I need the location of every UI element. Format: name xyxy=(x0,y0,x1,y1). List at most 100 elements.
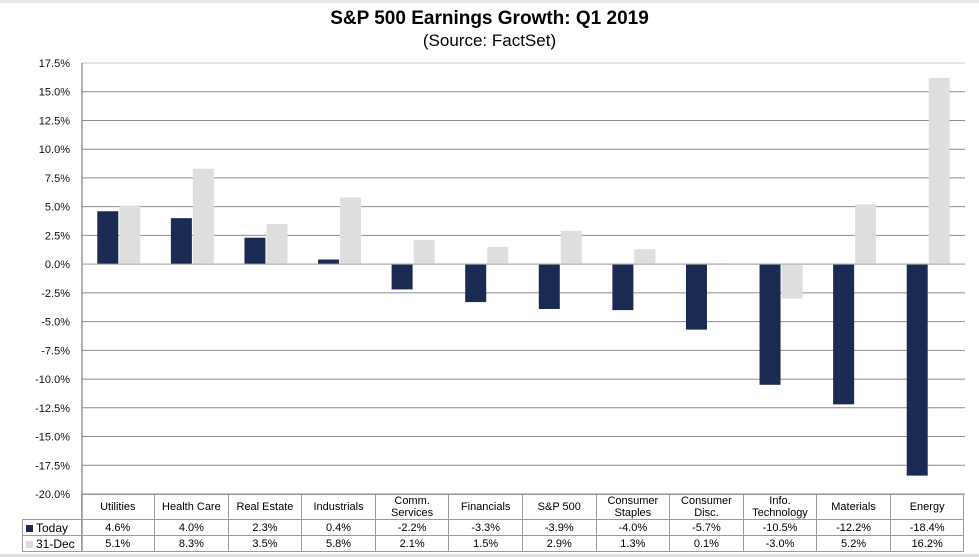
category-label: S&P 500 xyxy=(521,494,597,520)
bar-today xyxy=(538,264,560,309)
y-tick-label: 10.0% xyxy=(39,144,70,156)
bar-today xyxy=(906,264,928,476)
legend-label-31-dec: 31-Dec xyxy=(36,536,75,551)
category-label-line: Comm. xyxy=(394,495,430,507)
series-row-31-dec: 31-Dec 5.1% 8.3% 3.5% 5.8% 2.1% 1.5% 2.9% 1.3% 0… xyxy=(22,535,965,552)
bar-today xyxy=(244,237,266,265)
category-label-line: Info. xyxy=(769,495,791,507)
bar-31-dec xyxy=(487,246,509,265)
legend-today: Today xyxy=(22,519,82,536)
category-label-line: Materials xyxy=(831,501,876,513)
bar-31-dec xyxy=(560,230,582,265)
y-tick-label: -15.0% xyxy=(35,432,70,444)
data-label-today: -18.4% xyxy=(889,519,965,536)
bar-today xyxy=(759,264,781,385)
gridlines xyxy=(82,62,965,495)
category-label-line: Disc. xyxy=(694,507,719,519)
category-label-line: Services xyxy=(391,507,434,519)
data-label-today: -5.7% xyxy=(669,519,744,536)
data-label-31-dec: 8.3% xyxy=(154,535,229,552)
data-label-31-dec: -3.0% xyxy=(742,535,818,552)
category-label: Financials xyxy=(448,494,523,520)
bar-31-dec xyxy=(266,223,288,265)
data-label-31-dec: 2.9% xyxy=(521,535,597,552)
data-label-today: -12.2% xyxy=(816,519,891,536)
category-label: Materials xyxy=(816,494,891,520)
bar-31-dec xyxy=(634,249,656,265)
data-table: Utilities Health Care Real Estate Industria… xyxy=(22,494,965,552)
legend-label-today: Today xyxy=(36,520,69,535)
data-label-today: 2.3% xyxy=(227,519,303,536)
y-tick-label: -2.5% xyxy=(41,288,70,300)
bar-today xyxy=(465,264,487,303)
category-label-line: Energy xyxy=(909,501,945,513)
bar-today xyxy=(170,218,192,265)
category-label-line: Consumer xyxy=(607,495,659,507)
category-label-line: Real Estate xyxy=(236,501,294,513)
legend-31-dec: 31-Dec xyxy=(22,535,82,552)
data-label-today: 0.4% xyxy=(301,519,376,536)
y-axis-ticks: 17.5% 15.0% 12.5% 10.0% 7.5% 5.0% 2.5% 0.0% -2.5… xyxy=(35,58,70,501)
bar-31-dec xyxy=(781,264,803,299)
y-tick-label: 7.5% xyxy=(45,173,70,185)
y-tick-label: -7.5% xyxy=(41,345,70,357)
data-label-31-dec: 5.1% xyxy=(80,535,156,552)
data-label-31-dec: 3.5% xyxy=(227,535,303,552)
bar-today xyxy=(97,211,119,265)
bar-today xyxy=(685,264,707,330)
legend-swatch-today xyxy=(26,524,33,532)
category-label: Utilities xyxy=(80,494,156,520)
category-label: Industrials xyxy=(301,494,376,520)
category-label-line: Utilities xyxy=(100,501,136,513)
chart-title: S&P 500 Earnings Growth: Q1 2019 xyxy=(330,8,649,29)
bar-31-dec xyxy=(119,205,141,265)
category-label: Comm. Services xyxy=(374,494,450,520)
bottom-border xyxy=(0,554,979,557)
bar-31-dec xyxy=(413,239,435,265)
category-label-line: Consumer xyxy=(681,495,732,507)
chart-subtitle: (Source: FactSet) xyxy=(422,31,557,50)
bar-today xyxy=(612,264,634,311)
bar-today xyxy=(318,259,340,265)
data-label-31-dec: 1.3% xyxy=(595,535,671,552)
bar-31-dec xyxy=(928,77,950,265)
data-label-31-dec: 2.1% xyxy=(374,535,450,552)
category-label-line: Financials xyxy=(460,501,511,513)
top-border xyxy=(0,0,979,3)
y-tick-label: 2.5% xyxy=(45,230,70,242)
data-label-today: -3.9% xyxy=(521,519,597,536)
category-label-line: Industrials xyxy=(313,501,364,513)
data-label-today: 4.6% xyxy=(80,519,156,536)
data-label-31-dec: 5.2% xyxy=(816,535,891,552)
data-label-31-dec: 16.2% xyxy=(889,535,965,552)
blank-corner-cell xyxy=(22,494,82,520)
y-tick-label: -5.0% xyxy=(41,317,70,329)
category-label-line: Staples xyxy=(614,507,652,519)
category-header-row: Utilities Health Care Real Estate Industria… xyxy=(22,494,965,520)
y-tick-label: -17.5% xyxy=(35,460,70,472)
bar-today xyxy=(391,264,413,290)
category-label: Real Estate xyxy=(227,494,303,520)
bar-31-dec xyxy=(707,262,729,265)
series-row-today: Today 4.6% 4.0% 2.3% 0.4% -2.2% -3.3% -3.9% -4.… xyxy=(22,519,965,536)
bar-31-dec xyxy=(192,168,214,265)
data-label-today: -3.3% xyxy=(448,519,523,536)
data-label-today: -10.5% xyxy=(742,519,818,536)
y-tick-label: 5.0% xyxy=(45,202,70,214)
data-label-today: -2.2% xyxy=(374,519,450,536)
data-label-31-dec: 0.1% xyxy=(669,535,744,552)
y-tick-label: 17.5% xyxy=(39,58,70,70)
bar-today xyxy=(833,264,855,405)
legend-swatch-31-dec xyxy=(26,540,33,548)
y-tick-label: 15.0% xyxy=(39,87,70,99)
bar-31-dec xyxy=(855,204,877,265)
y-tick-label: 12.5% xyxy=(39,115,70,127)
bar-31-dec xyxy=(340,197,362,265)
category-label-line: Health Care xyxy=(162,501,221,513)
data-label-today: -4.0% xyxy=(595,519,671,536)
category-label: Consumer Staples xyxy=(595,494,671,520)
data-label-31-dec: 5.8% xyxy=(301,535,376,552)
bars xyxy=(97,77,950,476)
category-label: Consumer Disc. xyxy=(669,494,744,520)
